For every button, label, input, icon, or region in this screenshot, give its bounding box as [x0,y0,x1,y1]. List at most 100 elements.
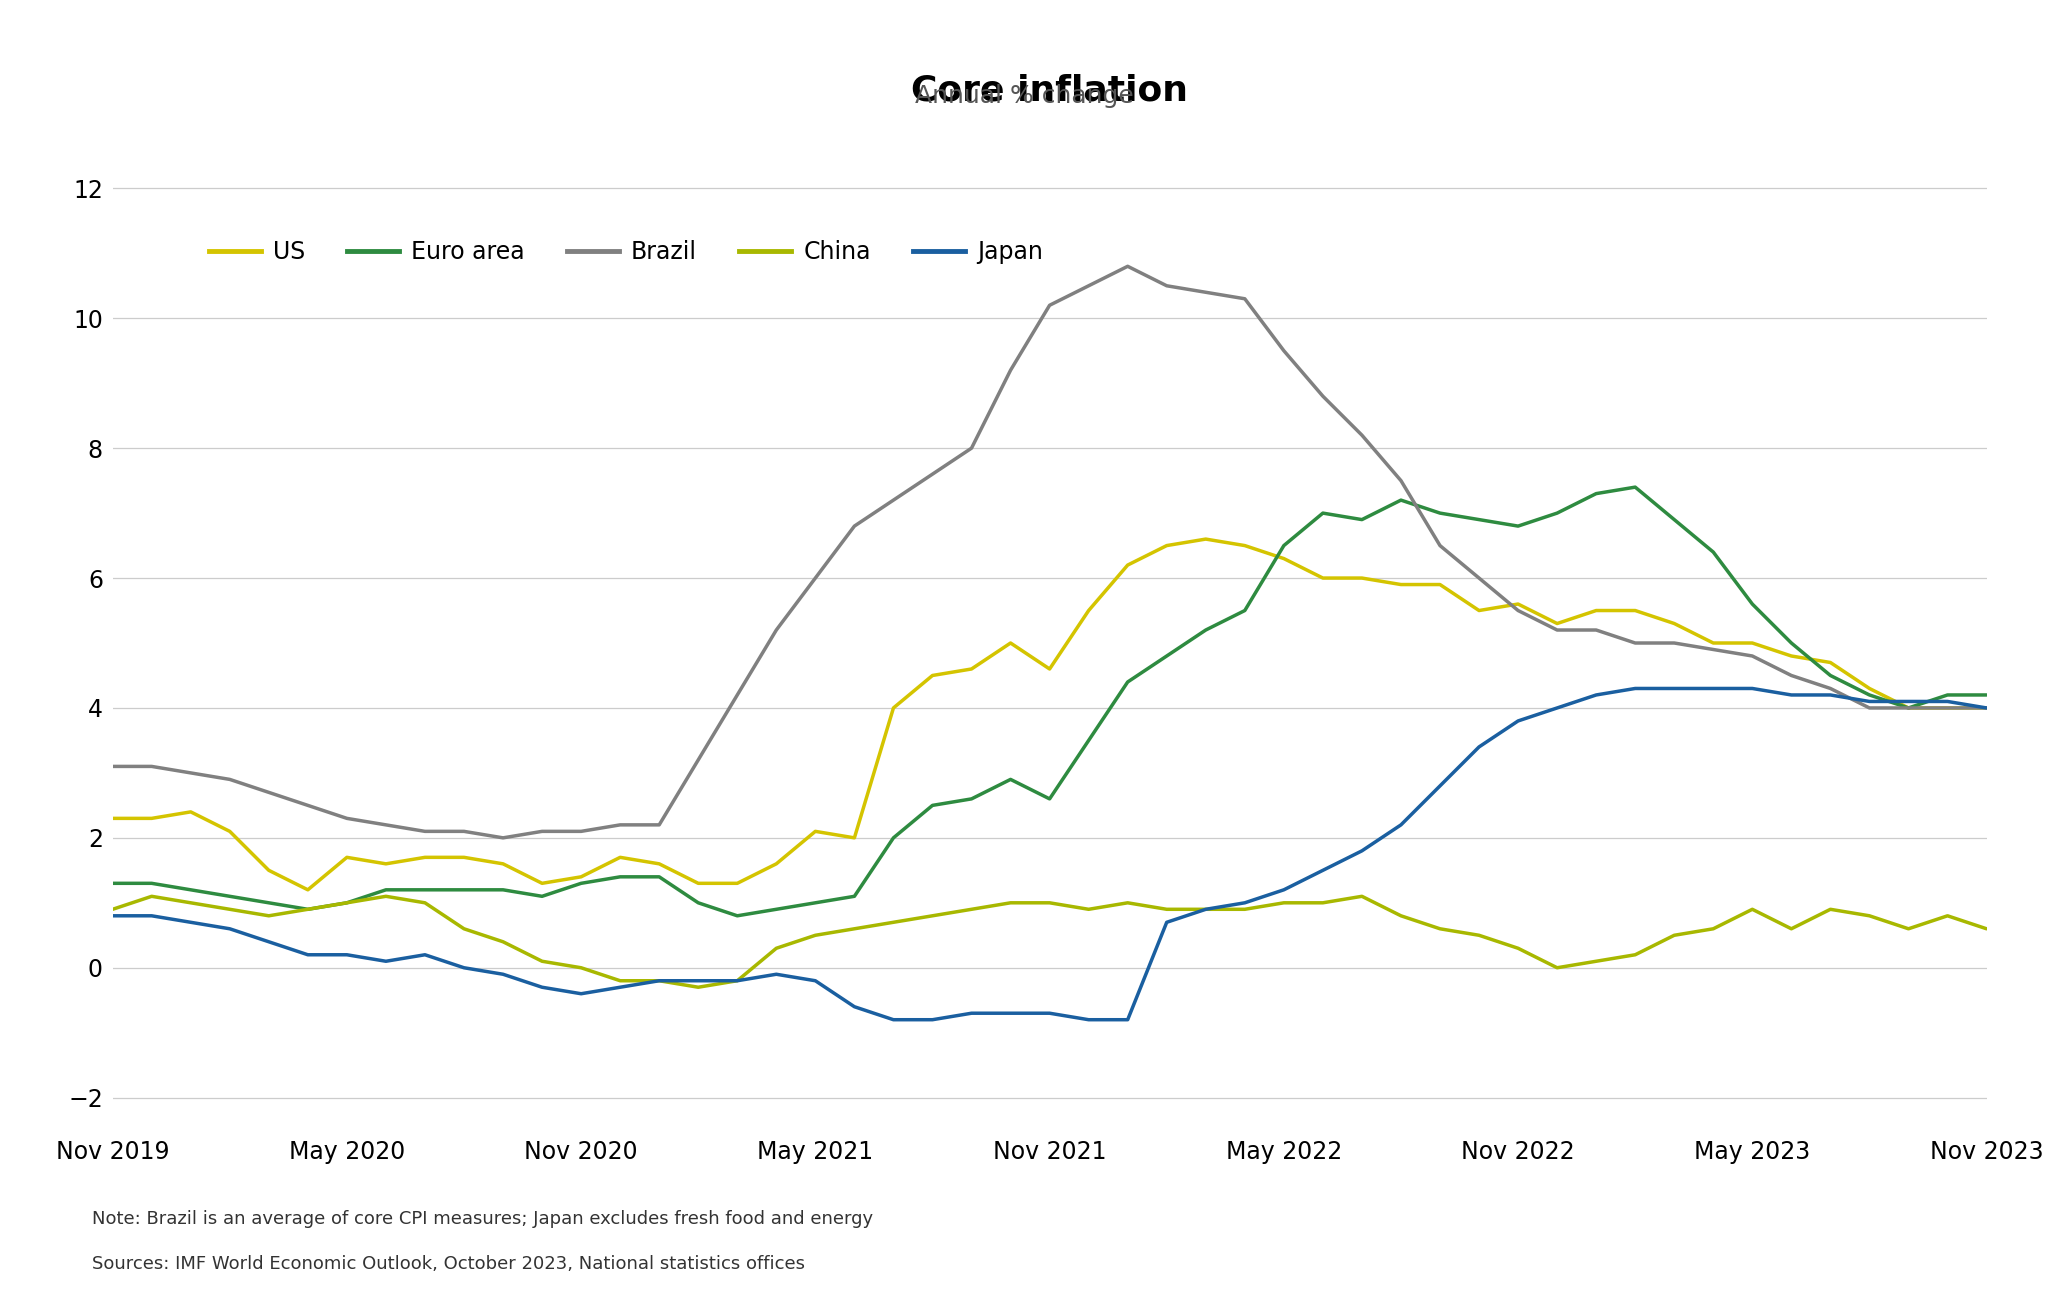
Euro area [1780,635,1804,651]
Euro area [608,869,633,885]
Brazil [453,824,477,839]
Brazil [647,817,672,833]
Japan [881,1012,905,1028]
Japan [1896,694,1921,709]
Japan [958,1005,983,1021]
Euro area [217,889,242,904]
Brazil [1116,259,1141,274]
China [1389,908,1413,924]
China [1661,927,1686,943]
Brazil [1661,635,1686,651]
US [412,850,436,865]
Brazil [1155,278,1180,294]
Euro area [1858,687,1882,703]
Brazil [1935,700,1960,716]
China [256,908,281,924]
Euro area [412,882,436,898]
Japan [1741,681,1765,696]
Japan [1233,895,1257,911]
Line: US: US [113,539,1987,890]
Euro area [100,876,125,891]
China [373,889,397,904]
Japan [217,921,242,937]
Euro area [1935,687,1960,703]
China [842,921,866,937]
Brazil [139,759,164,774]
Brazil [1819,681,1843,696]
China [1311,895,1335,911]
Brazil [1077,278,1102,294]
Brazil [920,466,944,482]
Japan [569,986,594,1002]
Euro area [842,889,866,904]
Euro area [256,895,281,911]
Japan [686,973,711,989]
Japan [334,947,358,963]
Euro area [1466,512,1491,527]
Euro area [881,830,905,846]
Japan [530,979,555,995]
Brazil [1311,388,1335,404]
Euro area [1155,648,1180,664]
Japan [608,979,633,995]
Euro area [1741,596,1765,612]
Japan [178,914,203,930]
Euro area [373,882,397,898]
China [608,973,633,989]
Title: Core inflation: Core inflation [911,73,1188,108]
Japan [1427,778,1452,794]
US [1427,577,1452,592]
Japan [1858,694,1882,709]
Euro area [1272,538,1296,553]
Brazil [1036,297,1061,313]
Brazil [100,759,125,774]
Japan [256,934,281,950]
Japan [139,908,164,924]
US [1233,538,1257,553]
China [1702,921,1726,937]
China [958,902,983,917]
US [1974,700,1999,716]
Japan [492,966,516,982]
Euro area [1311,505,1335,521]
China [1974,921,1999,937]
US [492,856,516,872]
China [1272,895,1296,911]
Legend: US, Euro area, Brazil, China, Japan: US, Euro area, Brazil, China, Japan [199,231,1053,274]
Euro area [1819,668,1843,683]
Japan [725,973,750,989]
Line: Brazil: Brazil [113,266,1987,838]
US [686,876,711,891]
US [256,863,281,878]
US [1741,635,1765,651]
US [373,856,397,872]
Japan [1466,739,1491,755]
Euro area [569,876,594,891]
China [1233,902,1257,917]
Brazil [295,798,319,813]
US [334,850,358,865]
US [1077,603,1102,618]
Japan [1935,694,1960,709]
Brazil [725,687,750,703]
US [1780,648,1804,664]
US [569,869,594,885]
Text: Annual % change: Annual % change [915,84,1133,108]
Euro area [1194,622,1219,638]
Japan [1350,843,1374,859]
Euro area [1077,733,1102,748]
China [725,973,750,989]
China [1583,953,1608,969]
Brazil [1350,427,1374,443]
Japan [1194,902,1219,917]
Line: China: China [113,896,1987,987]
Japan [1544,700,1569,716]
China [1194,902,1219,917]
Text: Sources: IMF World Economic Outlook, October 2023, National statistics offices: Sources: IMF World Economic Outlook, Oct… [92,1255,805,1273]
US [842,830,866,846]
Brazil [997,362,1022,378]
Japan [1974,700,1999,716]
Euro area [1389,492,1413,508]
US [1505,596,1530,612]
US [1155,538,1180,553]
